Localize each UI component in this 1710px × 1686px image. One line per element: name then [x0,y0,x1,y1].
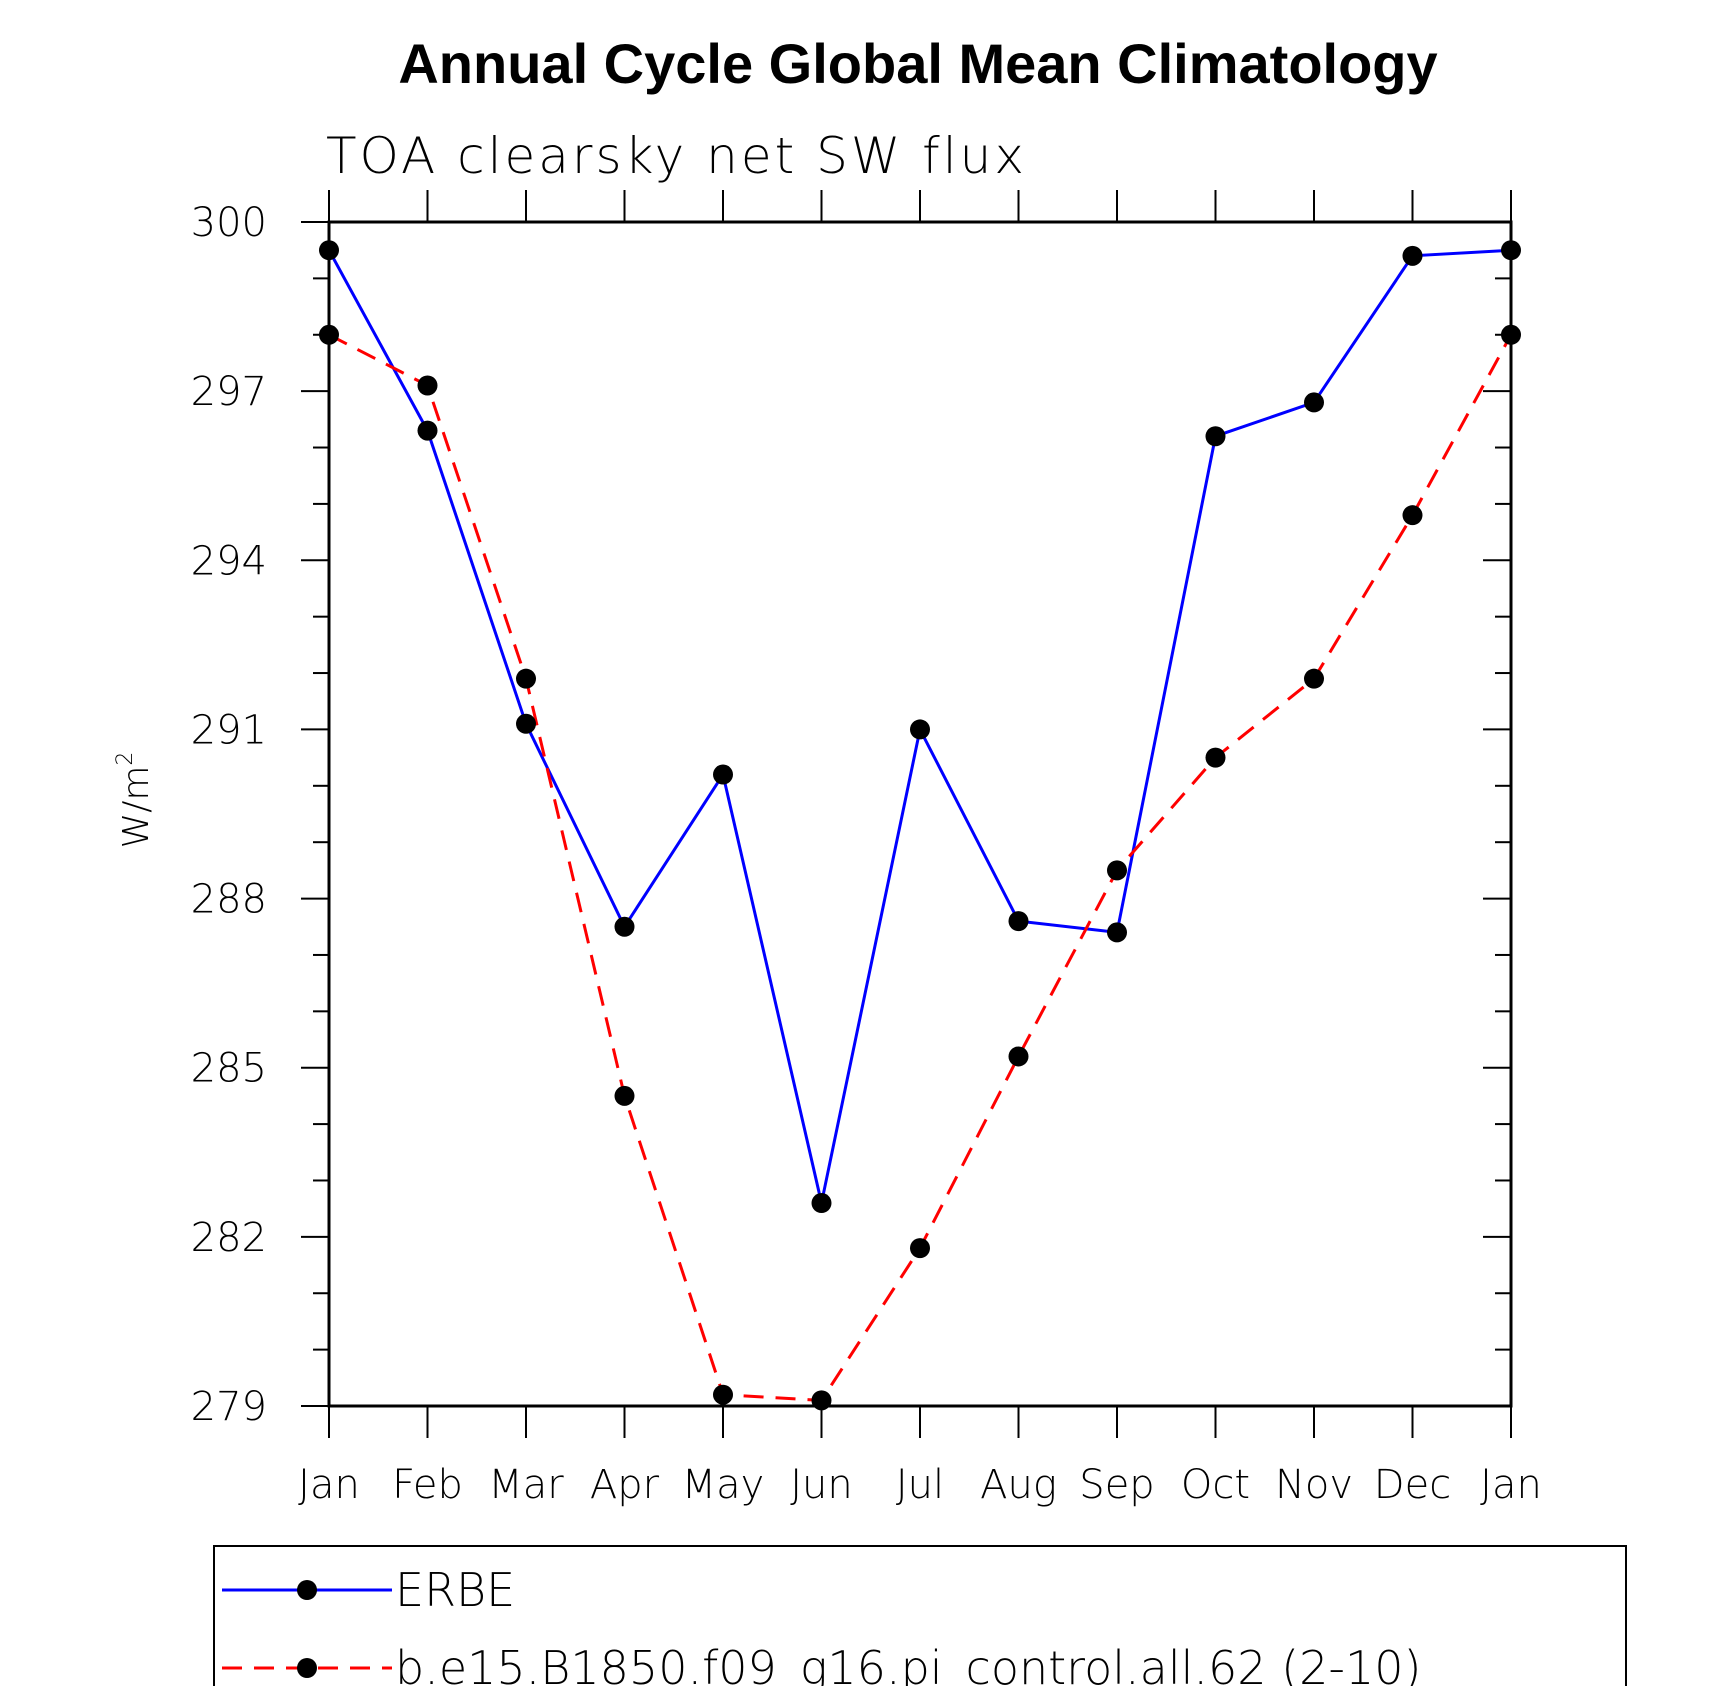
x-tick-label: Sep [1079,1462,1154,1508]
axis-ticks [301,190,1512,1438]
legend-box [213,1545,1627,1686]
x-tick-label: Jul [896,1462,944,1508]
y-tick-label: 297 [191,369,267,415]
x-tick-label: Mar [488,1462,564,1508]
series-1-point [614,1085,635,1106]
x-tick-label: Jan [1480,1462,1542,1508]
series-0-point [1205,426,1226,447]
series-1-point [1205,747,1226,768]
y-axis-label: W/m2 [113,752,157,849]
series-1-point [516,668,536,689]
x-tick-label: Dec [1374,1462,1451,1508]
chart-subtitle: TOA clearsky net SW flux [326,127,1027,185]
x-tick-label: Aug [980,1462,1057,1508]
y-tick-label: 282 [191,1215,267,1261]
series-lines [327,248,1513,1402]
x-tick-label: Feb [392,1462,463,1508]
x-tick-label: May [682,1462,765,1508]
series-1-point [910,1238,930,1259]
series-1-point [1107,860,1127,881]
y-tick-labels: 279 282 285 288 291 294 297 300 [191,200,267,1430]
chart-title: Annual Cycle Global Mean Climatology [398,32,1437,95]
series-0-point [516,713,536,734]
y-tick-label: 288 [191,877,267,923]
series-1-point [811,1390,832,1411]
x-tick-label: Oct [1181,1462,1250,1508]
series-1-point [417,375,438,396]
series-1-point [1008,1046,1029,1067]
legend-marker-erbe [297,1580,317,1600]
series-0-point [811,1193,832,1214]
x-tick-label: Jan [298,1462,360,1508]
series-0-point [417,420,438,441]
series-0-point [1501,240,1521,261]
legend-label-erbe: ERBE [395,1563,515,1617]
series-0-point [1304,392,1324,413]
series-0-point [1402,245,1423,266]
y-tick-label: 294 [191,538,267,584]
series-0-point [614,916,635,937]
y-axis-label-text: W/m [116,766,157,849]
x-tick-label: Jun [790,1462,853,1508]
series-0-point [1107,922,1127,943]
x-tick-label: Nov [1275,1462,1353,1508]
y-tick-label: 300 [191,200,267,246]
legend: ERBE b.e15.B1850.f09_g16.pi_control.all.… [213,1545,1627,1686]
plot-frame [327,220,1513,1408]
series-0-point [319,240,339,261]
x-tick-label: Apr [590,1462,660,1508]
series-0-point [713,764,733,785]
y-tick-label: 285 [191,1046,267,1092]
series-0-point [910,719,930,740]
series-points [319,240,1521,1411]
series-1-point [319,324,339,345]
y-tick-label: 291 [191,707,267,753]
legend-label-model: b.e15.B1850.f09_g16.pi_control.all.62 (2… [395,1641,1421,1686]
series-0-point [1008,911,1029,932]
series-1-point [1501,324,1521,345]
legend-marker-model [297,1658,317,1678]
svg-text:W/m2: W/m2 [113,752,157,849]
y-tick-label: 279 [191,1384,267,1430]
series-1-point [1304,668,1324,689]
y-axis-label-superscript: 2 [113,752,138,766]
series-1-point [713,1384,733,1405]
x-tick-labels: Jan Feb Mar Apr May Jun Jul Aug Sep Oct Nov Dec Jan [298,1462,1542,1508]
series-1-point [1402,505,1423,526]
